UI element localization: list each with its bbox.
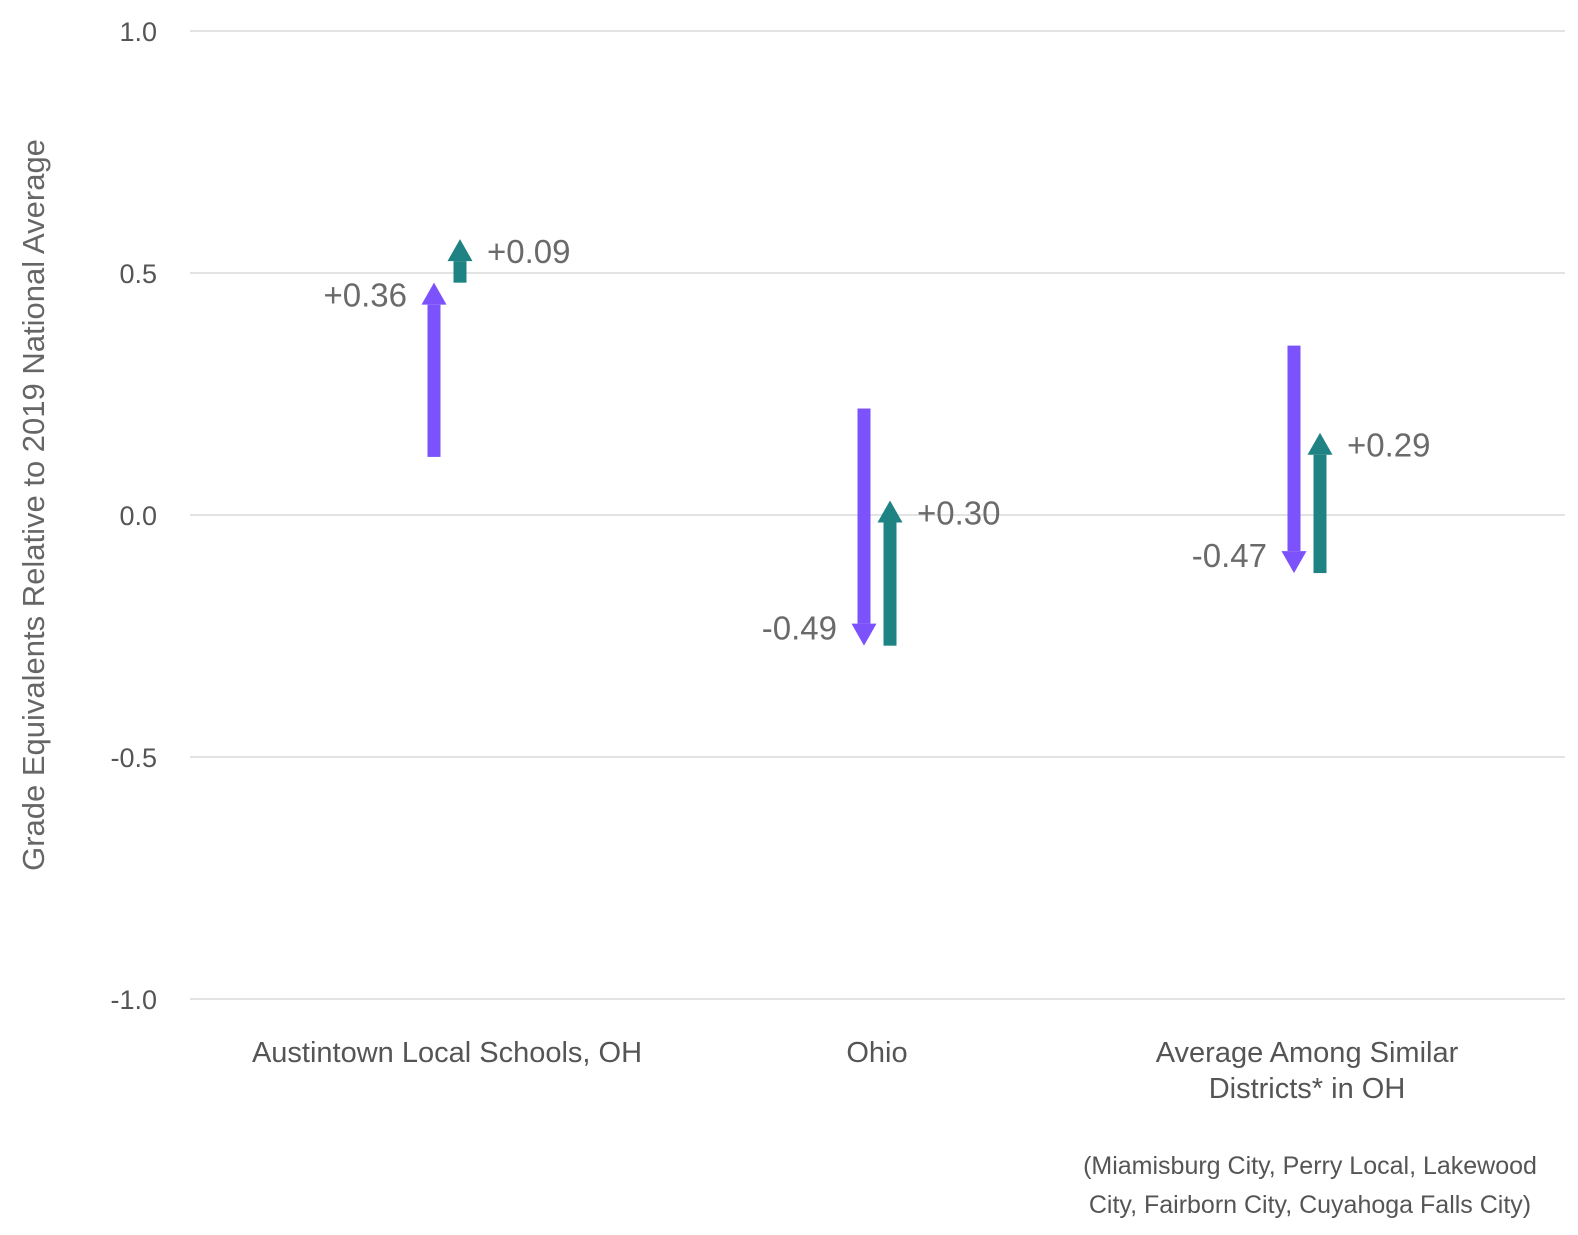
category-label: Ohio bbox=[846, 1037, 907, 1069]
arrow-shaft bbox=[427, 304, 441, 457]
data-label: -0.47 bbox=[1192, 537, 1267, 574]
data-label: +0.36 bbox=[324, 277, 408, 314]
arrow-shaft bbox=[857, 408, 871, 624]
data-label: -0.49 bbox=[762, 610, 837, 647]
arrow-mark bbox=[1307, 432, 1333, 574]
y-tick-label: 1.0 bbox=[119, 17, 157, 47]
y-tick-label: 0.5 bbox=[119, 259, 157, 289]
arrow-head bbox=[1307, 432, 1333, 455]
arrow-head bbox=[421, 282, 447, 305]
arrow-mark bbox=[447, 239, 473, 283]
y-axis-label: Grade Equivalents Relative to 2019 Natio… bbox=[16, 139, 51, 871]
arrow-head bbox=[447, 239, 473, 262]
x-axis-categories: Austintown Local Schools, OH Ohio Average … bbox=[252, 1037, 1459, 1105]
series-arrows: +0.36 -0.49 -0.47 +0.09 +0.30 +0.29 bbox=[324, 233, 1431, 647]
arrow-shaft bbox=[453, 261, 467, 283]
arrow-mark bbox=[421, 282, 447, 457]
data-label: +0.29 bbox=[1347, 427, 1431, 464]
arrow-shaft bbox=[883, 522, 897, 646]
y-tick-label: -1.0 bbox=[110, 985, 157, 1015]
arrow-mark bbox=[1281, 345, 1307, 574]
data-label: +0.30 bbox=[917, 494, 1001, 531]
arrow-head bbox=[851, 623, 877, 646]
arrow-shaft bbox=[1313, 454, 1327, 574]
category-label: Average Among Similar Districts* in OH bbox=[1156, 1037, 1459, 1105]
category-label: Austintown Local Schools, OH bbox=[252, 1037, 642, 1069]
y-axis-ticks: 1.0 0.5 0.0 -0.5 -1.0 bbox=[110, 17, 157, 1015]
arrow-mark bbox=[851, 408, 877, 646]
grid-lines bbox=[190, 30, 1565, 1000]
arrow-head bbox=[1281, 551, 1307, 574]
arrow-mark bbox=[877, 500, 903, 646]
data-label: +0.09 bbox=[487, 233, 571, 270]
arrow-head bbox=[877, 500, 903, 523]
y-tick-label: -0.5 bbox=[110, 743, 157, 773]
footnote: (Miamisburg City, Perry Local, Lakewood C… bbox=[1083, 1152, 1537, 1219]
y-tick-label: 0.0 bbox=[119, 501, 157, 531]
arrow-shaft bbox=[1287, 345, 1301, 552]
